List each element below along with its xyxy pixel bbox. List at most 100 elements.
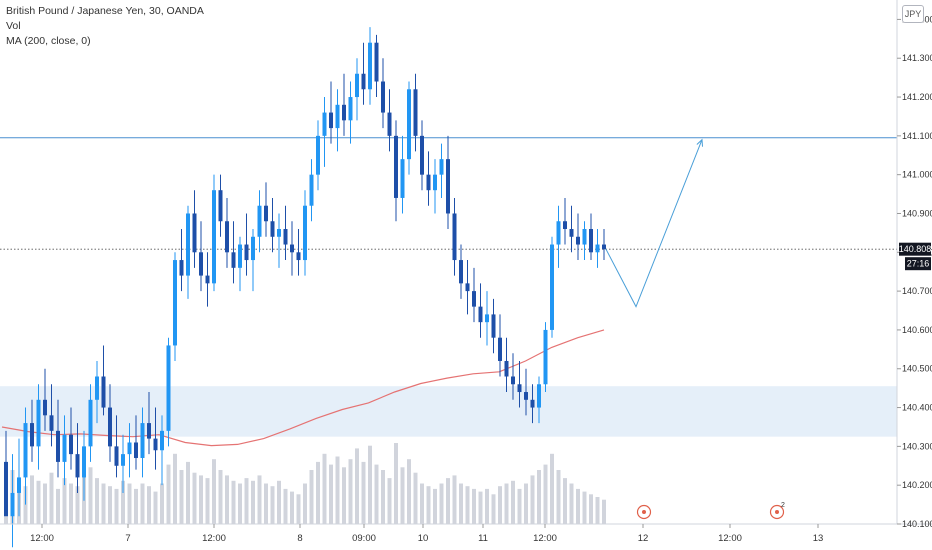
candle-body bbox=[556, 221, 561, 245]
time-tick-label: 13 bbox=[813, 533, 824, 544]
candle-body bbox=[62, 434, 67, 462]
candle-body bbox=[75, 454, 80, 478]
candle-body bbox=[517, 384, 522, 393]
candle-body bbox=[296, 252, 301, 261]
volume-bar bbox=[465, 486, 470, 524]
economic-events[interactable]: 2 bbox=[636, 502, 786, 520]
volume-bars bbox=[4, 443, 606, 524]
candle-body bbox=[238, 244, 242, 268]
candle-body bbox=[576, 236, 580, 245]
volume-bar bbox=[348, 459, 353, 524]
candle-body bbox=[49, 415, 54, 431]
candle-body bbox=[439, 159, 444, 175]
volume-bar bbox=[62, 478, 67, 524]
candle-body bbox=[277, 229, 281, 237]
candle-body bbox=[244, 244, 249, 261]
volume-bar bbox=[446, 478, 450, 524]
volume-bar bbox=[368, 445, 372, 524]
volume-bar bbox=[420, 483, 424, 524]
candle-body bbox=[264, 205, 268, 222]
price-tick-label: 141.300 bbox=[902, 53, 932, 63]
volume-bar bbox=[251, 480, 255, 524]
volume-bar bbox=[127, 483, 132, 524]
volume-bar bbox=[43, 483, 47, 524]
candle-body bbox=[303, 205, 307, 261]
volume-bar bbox=[264, 483, 268, 524]
volume-bar bbox=[244, 478, 249, 524]
time-axis[interactable]: 12:00 7 12:00 8 09:00 10 11 12:00 12 12:00 13 bbox=[30, 524, 823, 544]
volume-bar bbox=[517, 488, 522, 524]
volume-bar bbox=[108, 486, 112, 524]
candle-body bbox=[472, 291, 476, 307]
volume-bar bbox=[140, 483, 145, 524]
volume-bar bbox=[543, 464, 548, 524]
candle-body bbox=[69, 434, 73, 455]
volume-bar bbox=[199, 475, 203, 524]
candle-body bbox=[342, 104, 346, 121]
candle-body bbox=[322, 112, 327, 136]
volume-bar bbox=[290, 491, 294, 524]
candle-body bbox=[251, 236, 255, 261]
candle-body bbox=[537, 384, 541, 408]
volume-bar bbox=[511, 480, 515, 524]
candle-body bbox=[257, 205, 262, 237]
volume-bar bbox=[166, 464, 171, 524]
price-axis[interactable]: 141.400141.300141.200141.100141.000140.9… bbox=[897, 14, 932, 529]
ma-200-line bbox=[1, 329, 605, 447]
candle-body bbox=[134, 442, 138, 459]
candle-body bbox=[374, 42, 379, 82]
candle-body bbox=[387, 112, 392, 136]
volume-bar bbox=[296, 494, 301, 524]
volume-bar bbox=[381, 470, 385, 524]
candle-body bbox=[30, 423, 34, 447]
candle-body bbox=[582, 229, 587, 245]
price-tick-label: 140.600 bbox=[902, 325, 932, 335]
projection-arrowhead bbox=[696, 138, 704, 147]
volume-bar bbox=[23, 486, 28, 524]
svg-text:140.808: 140.808 bbox=[899, 244, 932, 254]
volume-bar bbox=[374, 464, 379, 524]
candle-body bbox=[511, 376, 515, 385]
ma-legend[interactable]: MA (200, close, 0) bbox=[6, 35, 91, 47]
candle-body bbox=[147, 423, 151, 439]
candle-body bbox=[160, 430, 164, 451]
volume-bar bbox=[283, 488, 288, 524]
svg-text:27:16: 27:16 bbox=[907, 259, 930, 269]
candle-body bbox=[433, 174, 437, 191]
volume-bar bbox=[329, 464, 333, 524]
volume-bar bbox=[257, 475, 262, 524]
candle-body bbox=[101, 376, 106, 408]
volume-bar bbox=[322, 453, 327, 524]
symbol-title[interactable]: British Pound / Japanese Yen, 30, OANDA bbox=[6, 5, 204, 17]
price-tick-label: 141.100 bbox=[902, 131, 932, 141]
candle-body bbox=[595, 244, 600, 253]
candle-body bbox=[192, 213, 197, 253]
volume-bar bbox=[478, 491, 483, 524]
candle-body bbox=[173, 260, 177, 346]
volume-bar bbox=[147, 486, 151, 524]
volume-bar bbox=[114, 488, 119, 524]
volume-bar bbox=[88, 467, 93, 524]
time-tick-label: 12:00 bbox=[533, 533, 557, 544]
currency-button[interactable]: JPY bbox=[902, 5, 924, 23]
volume-bar bbox=[394, 443, 398, 524]
time-tick-label: 8 bbox=[297, 533, 302, 544]
candle-body bbox=[43, 399, 47, 416]
candle-body bbox=[550, 244, 554, 330]
candle-body bbox=[543, 329, 548, 385]
candle-body bbox=[459, 260, 463, 284]
volume-legend[interactable]: Vol bbox=[6, 20, 21, 32]
time-tick-label: 12:00 bbox=[718, 533, 742, 544]
volume-bar bbox=[472, 488, 476, 524]
volume-bar bbox=[602, 499, 606, 524]
candle-body bbox=[4, 461, 8, 517]
volume-bar bbox=[205, 478, 210, 524]
projection-arrow[interactable] bbox=[605, 139, 703, 308]
candle-body bbox=[381, 81, 385, 113]
time-tick-label: 12:00 bbox=[202, 533, 226, 544]
volume-bar bbox=[530, 475, 535, 524]
volume-bar bbox=[186, 461, 190, 524]
volume-bar bbox=[192, 472, 197, 524]
candle-body bbox=[602, 244, 606, 250]
